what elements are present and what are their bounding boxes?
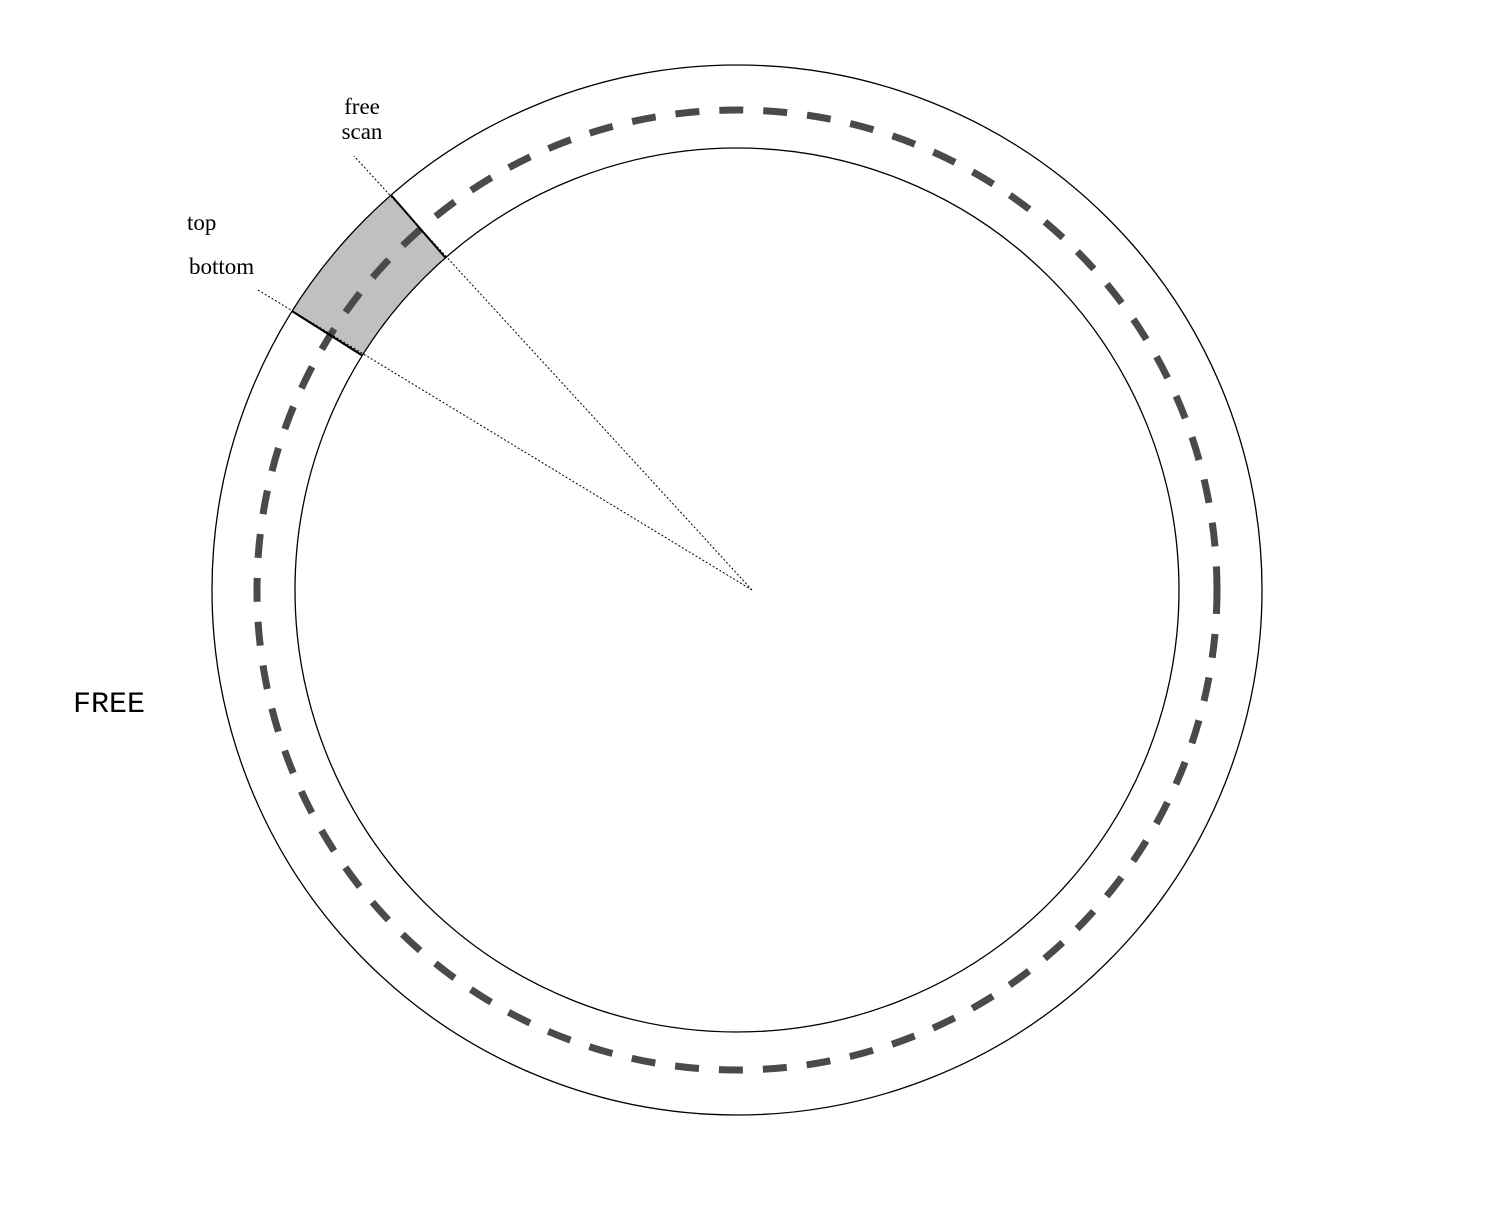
shaded-region (292, 195, 446, 356)
free-scan-pointer-line (353, 155, 753, 591)
scan-label: scan (342, 119, 383, 144)
free-title-label: FREE (73, 688, 145, 722)
inner-circle (294, 147, 1180, 1033)
free-label: free (344, 94, 380, 119)
bottom-pointer-line (257, 289, 753, 591)
dashed-track (253, 106, 1221, 1074)
outer-circle (211, 64, 1263, 1116)
bottom-boundary-line (292, 310, 363, 357)
bottom-label: bottom (189, 254, 254, 279)
top-label: top (187, 210, 216, 235)
